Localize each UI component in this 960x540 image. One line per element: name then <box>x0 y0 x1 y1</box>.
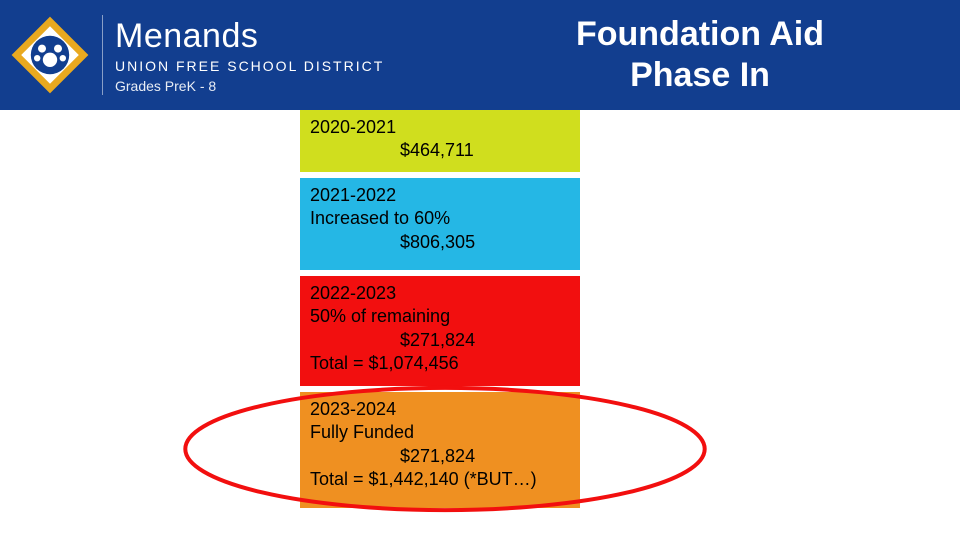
year-block-2020: 2020-2021 $464,711 <box>300 110 580 172</box>
brand-subtitle: UNION FREE SCHOOL DISTRICT <box>115 58 384 74</box>
page-title: Foundation Aid Phase In <box>450 14 950 96</box>
year-block-2021: 2021-2022 Increased to 60% $806,305 <box>300 178 580 270</box>
total-label: Total = $1,442,140 (*BUT…) <box>310 468 570 491</box>
year-block-2022: 2022-2023 50% of remaining $271,824 Tota… <box>300 276 580 386</box>
year-label: 2021-2022 <box>310 184 570 207</box>
title-line-2: Phase In <box>450 55 950 96</box>
year-label: 2023-2024 <box>310 398 570 421</box>
header: Menands UNION FREE SCHOOL DISTRICT Grade… <box>0 0 960 110</box>
amount-label: $464,711 <box>310 139 570 162</box>
note-label: Increased to 60% <box>310 207 570 230</box>
brand-name: Menands <box>115 17 384 56</box>
total-label: Total = $1,074,456 <box>310 352 570 375</box>
brand-divider <box>102 15 103 95</box>
district-logo-icon <box>10 15 90 95</box>
year-label: 2022-2023 <box>310 282 570 305</box>
brand-text: Menands UNION FREE SCHOOL DISTRICT Grade… <box>115 17 384 94</box>
year-label: 2020-2021 <box>310 116 570 139</box>
year-stack: 2020-2021 $464,711 2021-2022 Increased t… <box>300 110 580 514</box>
title-line-1: Foundation Aid <box>450 14 950 55</box>
note-label: 50% of remaining <box>310 305 570 328</box>
year-block-2023: 2023-2024 Fully Funded $271,824 Total = … <box>300 392 580 508</box>
amount-label: $271,824 <box>310 445 570 468</box>
brand-grades: Grades PreK - 8 <box>115 78 384 94</box>
note-label: Fully Funded <box>310 421 570 444</box>
brand-block: Menands UNION FREE SCHOOL DISTRICT Grade… <box>10 15 450 95</box>
amount-label: $271,824 <box>310 329 570 352</box>
amount-label: $806,305 <box>310 231 570 254</box>
content-area: 2020-2021 $464,711 2021-2022 Increased t… <box>0 110 960 540</box>
